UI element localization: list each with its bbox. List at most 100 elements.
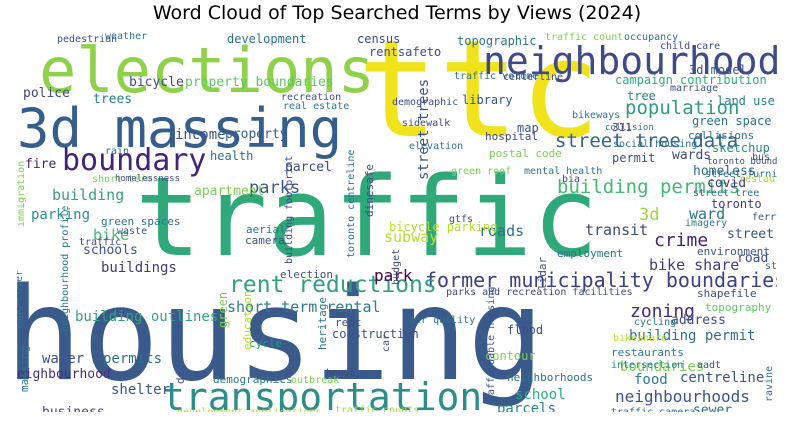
word-house: outbreak [291,375,340,386]
word-weather: child care [660,41,721,52]
word-street-tree-data: street tree data [555,130,739,152]
word-food: food [634,372,668,388]
word-building-footprint: dinesafe [363,164,376,217]
word-crime: crime [654,230,709,251]
word-building-footprints: budget [391,248,402,285]
word-recreation: sidewalk [402,118,451,129]
word-subway: subway [384,228,439,246]
word-zoning: zoning [630,301,696,322]
word-property-boundaries: property boundaries [185,75,334,90]
word-homeless: homeless [693,164,756,179]
word-contour: contour [485,349,536,363]
word-311: 311 [612,121,632,134]
word-topography: cycling [634,317,677,328]
word-mental-health: green roof [451,166,512,177]
word-campaign-contribution: campaign contribution [615,73,767,87]
word-streets: environment [697,245,770,258]
word-green: car [381,333,392,352]
word-permit: permit [612,151,656,165]
word-building: building [52,186,125,204]
word-collisions: restaurant [739,174,777,185]
word-homelessness: short term [92,174,153,185]
word-3d: 3d [639,205,660,225]
word-rentsafeto: rentsafeto [369,45,442,59]
word-parks-and-recreation-facilities: air quality [409,315,476,326]
word-demographic: centerline [503,72,564,83]
word-police: police [23,86,70,101]
word-bikeshare: toronto boundary [707,157,777,167]
word-toronto-boundary: ravine [764,365,775,402]
word-permits: permits [103,351,163,367]
word-library: library [462,93,513,107]
word-building-permit: building permit [629,328,756,344]
word-election: camera [245,234,285,247]
word-toronto-centreline: green [216,291,230,328]
word-development: development [227,32,307,46]
word-flood: flood [507,323,544,337]
word-traffic: traffic [135,153,599,281]
word-sidewalk: demographic [392,97,459,108]
word-shelter: shelter [111,382,171,398]
word-3d-model: 3d model [689,63,747,77]
word-toronto: toronto [711,197,762,211]
word-environment: imagery [685,218,728,229]
word-building-outlines: building outlines [75,309,219,325]
word-real-estate: recreation [281,92,342,103]
word-development-applications: traffic counts [335,405,420,413]
word-budget: aadt [697,360,722,371]
word-occupancy: traffic count [545,32,624,43]
word-census: census [357,32,401,46]
word-sketchup: sketchup [712,141,770,155]
word-income: income [175,127,226,143]
word-housing: housing [17,261,545,410]
word-pedestrian: weather [105,32,148,42]
word-bicycle-parking: parks and recreation facilities [446,287,633,298]
word-land-use: land use [717,94,775,108]
word-green-space: green space [692,114,772,128]
word-business: business [42,406,105,412]
word-immigration: affordable housing [486,286,497,395]
word-3d-massing: 3d massing [17,97,343,160]
word-shapefile: topography [705,301,772,314]
word-parcels: parcels [497,401,557,412]
word-aerial: bicycle parking [389,220,498,234]
word-lidar: heritage [316,297,329,350]
word-sewer: sewer [693,403,733,412]
word-collision: social housing [613,139,698,150]
word-parks-small: traffic [79,237,122,248]
word-population: population [625,97,740,119]
word-ferry: bus [752,152,771,163]
word-elevation: hospital [485,130,538,143]
word-affordable-housing: massing [18,345,31,392]
word-bikeways: elevation [409,141,464,152]
word-wards: wards [672,148,712,163]
word-parcel: parcel [285,160,332,175]
word-restaurants: employment [557,247,624,260]
word-transportation: transportation [162,375,483,412]
word-cloud: ttc housing traffic elections 3d massing… [17,32,777,412]
word-neighbourhoods: neighbourhoods [615,387,750,406]
word-topographic: topographic [457,34,537,48]
word-street-trees: toronto centreline [346,149,357,258]
word-boundaries: boundaries [620,359,705,375]
word-fire: fire [25,157,57,172]
word-boundary: boundary [62,143,207,178]
word-former-municipality-boundaries: former municipality boundaries [425,268,777,292]
word-intersection: restaurants [611,346,684,359]
word-parking: parking [31,207,91,223]
word-neighbourhood: neighbourhood [483,39,777,83]
word-building-permits: building permits [557,176,741,198]
word-massing: street trees [416,78,432,180]
word-postal-code: collision [605,123,654,133]
word-neighborhoods: intersection [611,360,684,371]
word-marriage: bikeways [572,110,621,121]
word-property: property [225,127,288,142]
word-aadt: immigration [17,160,27,227]
word-parks: parks [249,178,301,198]
word-map: map [517,121,539,135]
word-transit: transit [585,221,649,239]
word-covid: covid [707,176,747,191]
word-gtfs: election [280,268,333,281]
word-rent: house [326,368,357,379]
word-bus: collisions [688,129,755,142]
